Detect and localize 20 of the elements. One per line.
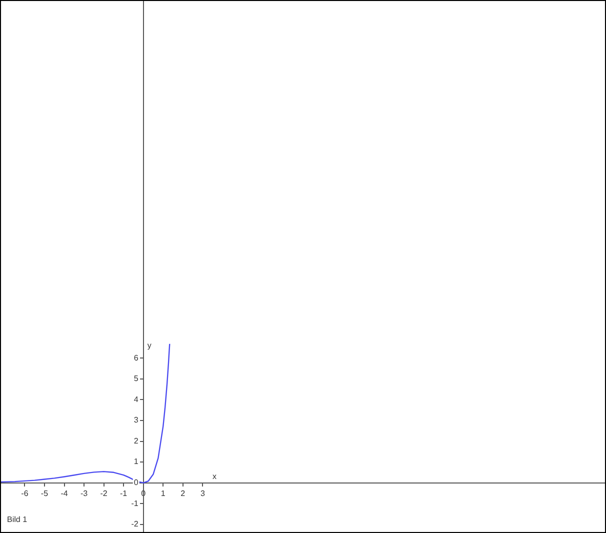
x-tick-label: -4 <box>60 488 68 498</box>
y-tick-label: 1 <box>134 457 139 466</box>
y-tick-label: -1 <box>131 498 139 508</box>
y-tick-label: 4 <box>134 394 139 404</box>
y-tick-label: 6 <box>134 353 139 362</box>
y-axis-title: y <box>147 340 152 350</box>
x-axis-title: x <box>212 472 217 481</box>
x-tick-label: 2 <box>180 488 186 498</box>
y-tick-label: -2 <box>131 520 139 529</box>
x-tick-label: -2 <box>100 488 108 498</box>
x-tick-label: -3 <box>80 488 88 498</box>
y-tick-label: 3 <box>134 416 139 425</box>
y-tick-label: 5 <box>134 374 139 384</box>
annotation: Bild 1 <box>7 515 28 524</box>
x-tick-label: 3 <box>200 488 206 498</box>
x-tick-label: -1 <box>120 488 128 498</box>
y-tick-label: 2 <box>134 436 139 446</box>
x-tick-label: -6 <box>21 488 29 498</box>
x-tick-label: -5 <box>40 488 49 498</box>
x-tick-label: 1 <box>160 488 166 498</box>
